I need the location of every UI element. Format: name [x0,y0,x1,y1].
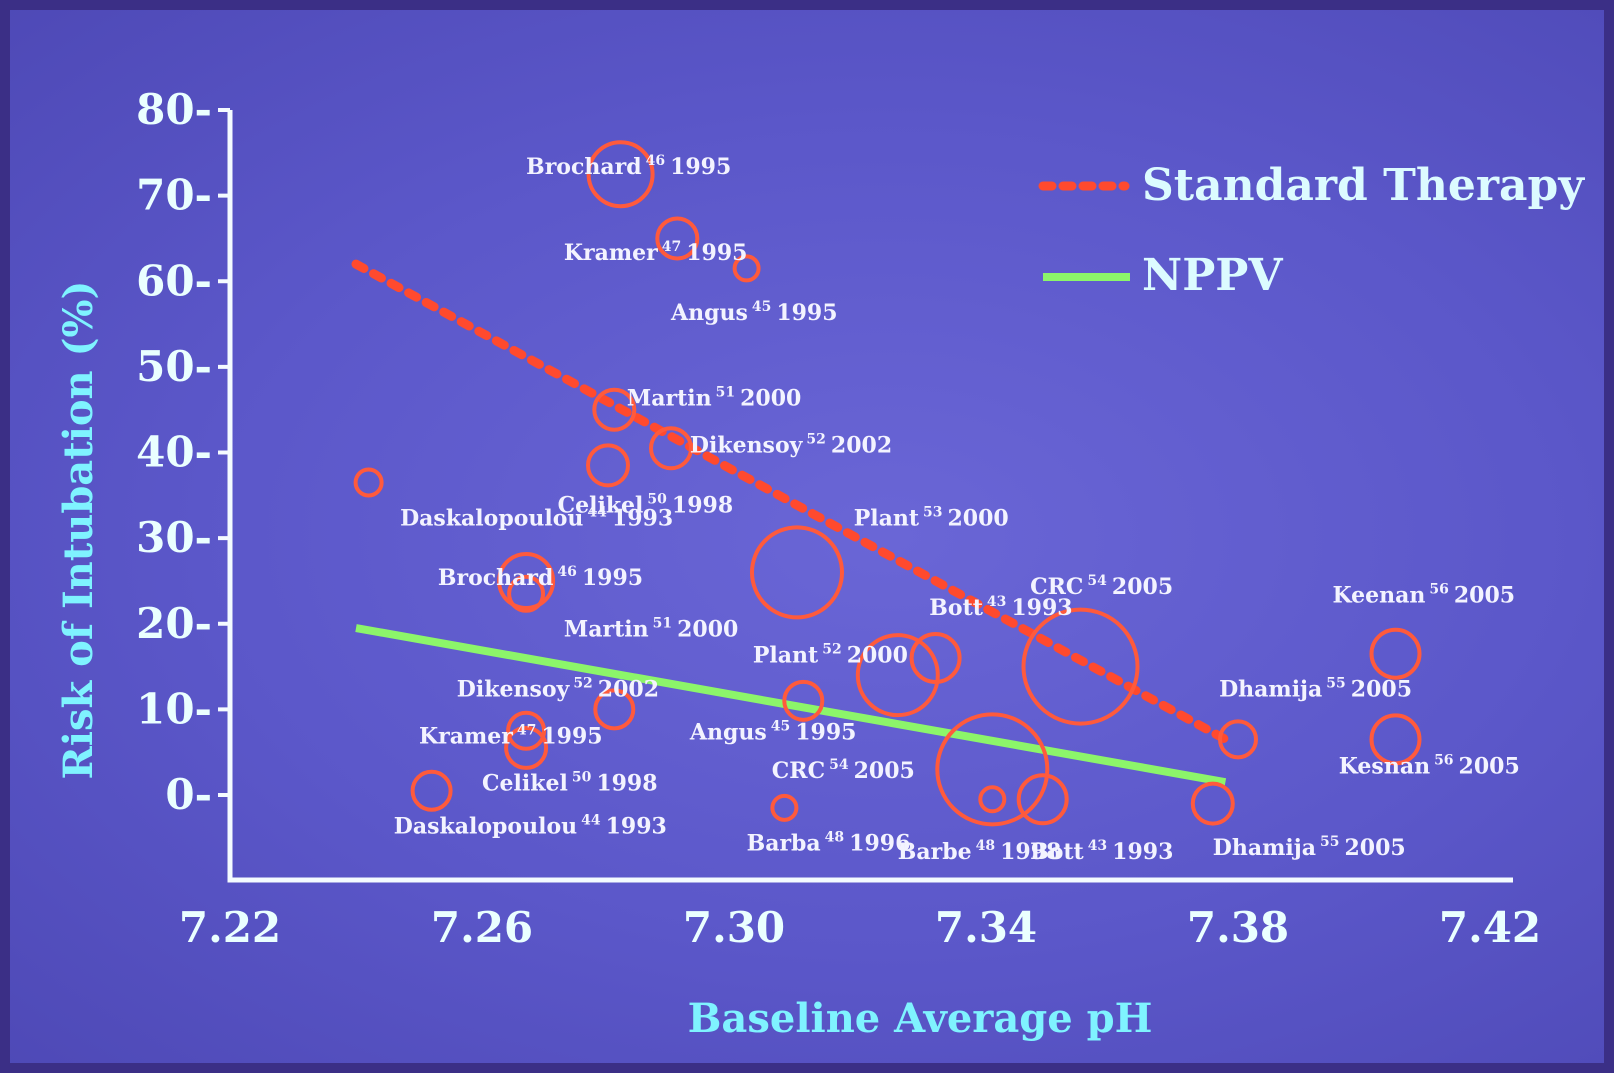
standard-therapy-study-bubble [649,426,693,471]
y-tick-label: 20- [136,599,212,648]
nppv-study-bubble [497,551,556,610]
nppv-study-bubble [507,574,546,613]
y-tick-label: 80- [136,85,212,134]
study-label: Plant 52 2000 [753,641,908,668]
standard-therapy-study-bubble [353,467,384,498]
study-label: Barba 48 1996 [747,830,911,857]
legend-standard-therapy-label: Standard Therapy [1142,160,1585,211]
y-tick-label: 60- [136,256,212,305]
standard-therapy-study-bubble [1218,719,1258,760]
nppv-study-bubble [1369,713,1422,766]
study-label: Celikel 50 1998 [482,770,658,797]
study-label: Barbe 48 1998 [898,838,1062,865]
nppv-study-bubble [978,785,1007,814]
nppv-study-bubble [855,633,940,718]
study-label: Daskalopoulou 44 1993 [394,813,667,840]
study-label: Brochard 46 1995 [438,564,643,591]
nppv-study-bubble [593,688,636,731]
legend-nppv-label: NPPV [1142,250,1283,301]
study-label: Dhamija 55 2005 [1213,834,1406,861]
y-tick-label: 10- [136,684,212,733]
study-label: Kramer 47 1995 [564,239,748,266]
nppv-study-bubble [1190,781,1235,826]
y-tick-label: 50- [136,342,212,391]
study-label: CRC 54 2005 [1030,573,1173,600]
nppv-study-bubble [782,679,825,722]
standard-therapy-study-bubble [732,254,761,283]
study-label: Martin 51 2000 [627,384,801,411]
standard-therapy-study-bubble [1021,607,1140,726]
x-tick-label: 7.26 [431,903,533,952]
study-label: Angus 45 1995 [670,299,838,326]
study-label: Dikensoy 52 2002 [690,432,892,459]
nppv-study-bubble [506,710,547,751]
standard-therapy-study-bubble [586,443,630,488]
trend-lines [351,259,1230,787]
bubbles [353,140,1422,827]
study-label: CRC 54 2005 [772,757,915,784]
study-label: Dhamija 55 2005 [1219,676,1412,703]
standard-therapy-study-bubble [592,387,637,432]
standard-therapy-study-bubble [750,525,844,620]
x-tick-label: 7.22 [179,903,281,952]
nppv-study-bubble [410,769,453,812]
study-label: Keenan 56 2005 [1333,581,1516,608]
standard-therapy-study-bubble [1369,627,1422,680]
x-tick-label: 7.30 [683,903,785,952]
study-label: Celikel 50 1998 [558,491,734,518]
study-label: Kesnan 56 2005 [1339,753,1520,780]
nppv-study-bubble [1016,773,1069,826]
nppv-study-bubble [504,725,549,770]
study-label: Kramer 47 1995 [419,723,603,750]
nppv-trend-line [355,624,1227,787]
study-label: Daskalopoulou 44 1993 [400,504,673,531]
study-label: Plant 53 2000 [854,504,1009,531]
x-axis-title: Baseline Average pH [688,995,1153,1042]
standard-therapy-trend-line [351,259,1230,744]
y-tick-label: 30- [136,513,212,562]
study-label: Bott 43 1993 [1030,838,1173,865]
y-tick-label: 0- [165,770,212,819]
study-label: Martin 51 2000 [564,616,738,643]
x-tick-label: 7.38 [1187,903,1289,952]
study-label: Brochard 46 1995 [526,153,731,180]
axes: 0- 10- 20- 30- 40- 50- 60- 70- 80- 7.22 7.26 7.30 7.… [136,85,1541,952]
nppv-study-bubble [770,793,799,822]
y-tick-label: 40- [136,428,212,477]
standard-therapy-study-bubble [586,140,655,209]
x-tick-label: 7.42 [1439,903,1541,952]
y-axis-title: Risk of Intubation (%) [55,281,102,780]
y-tick-label: 70- [136,171,212,220]
study-label: Angus 45 1995 [689,718,857,745]
study-labels: Brochard 46 1995 Kramer 47 1995 Angus 45 1995 Mar… [394,153,1520,865]
study-label: Bott 43 1993 [929,594,1072,621]
x-tick-label: 7.34 [935,903,1037,952]
standard-therapy-study-bubble [655,216,700,261]
nppv-study-bubble [935,712,1050,827]
legend: Standard Therapy NPPV [1038,160,1585,301]
study-label: Dikensoy 52 2002 [457,676,659,703]
